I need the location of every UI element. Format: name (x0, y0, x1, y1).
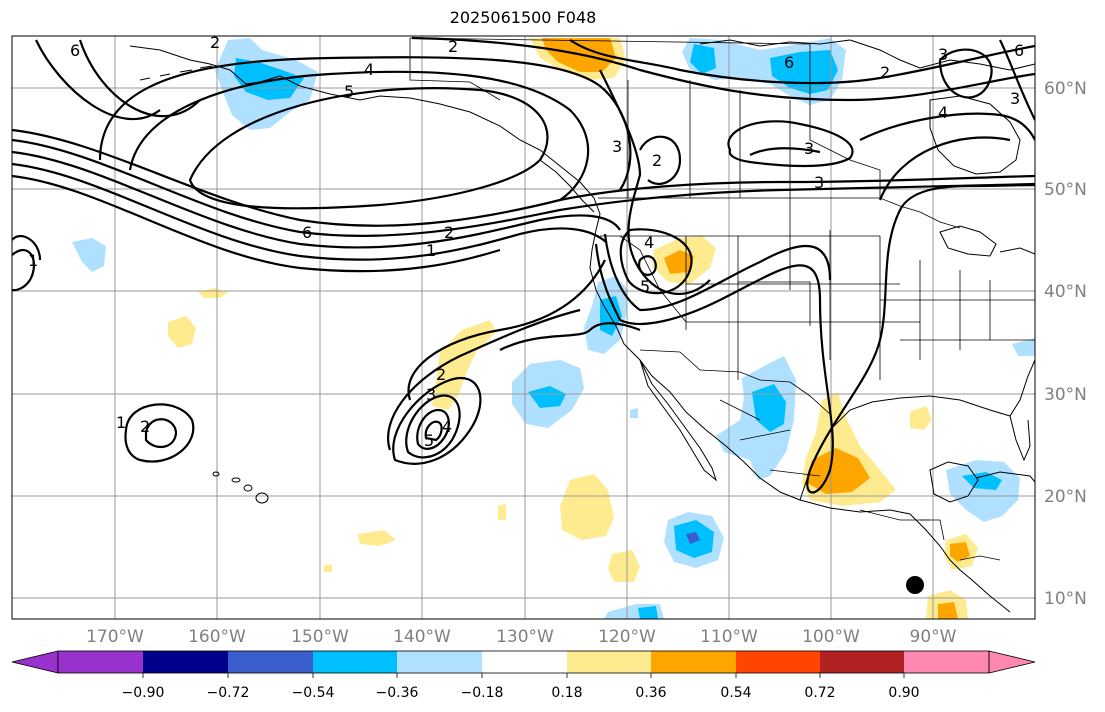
longitude-label: 160°W (188, 627, 246, 647)
contour-label: 6 (302, 223, 312, 242)
positive-anomaly-region (560, 474, 614, 540)
contour-label: 4 (938, 103, 948, 122)
contour-label: 3 (612, 137, 622, 156)
contour-label: 5 (640, 277, 650, 296)
latitude-axis: 60°N 50°N 40°N 30°N 20°N 10°N (1044, 79, 1087, 609)
colorbar-segment (58, 651, 143, 673)
colorbar-segment (228, 651, 313, 673)
contour-label: 6 (784, 53, 794, 72)
contour-label: 5 (424, 431, 434, 450)
contour-label: 1 (116, 413, 126, 432)
colorbar-tick-label: 0.90 (888, 685, 919, 701)
negative-anomaly-region (638, 606, 658, 619)
latitude-label: 40°N (1044, 282, 1087, 302)
latitude-label: 50°N (1044, 180, 1087, 200)
longitude-label: 120°W (598, 627, 656, 647)
contour-label: 3 (1010, 89, 1020, 108)
colorbar-tick-label: −0.54 (292, 685, 335, 701)
map-frame (11, 35, 1036, 620)
colorbar-segment (736, 651, 820, 673)
positive-anomaly-region (938, 602, 958, 619)
contour-label: 3 (804, 139, 814, 158)
colorbar-segment (820, 651, 904, 673)
contour-label: 5 (344, 82, 354, 101)
positive-anomaly-region (664, 250, 694, 274)
colorbar-tick-label: −0.36 (376, 685, 419, 701)
negative-anomaly-region (1012, 338, 1035, 356)
colorbar-segment (313, 651, 397, 673)
colorbar-tick-label: −0.18 (461, 685, 504, 701)
latitude-label: 30°N (1044, 385, 1087, 405)
map-title: 2025061500 F048 (449, 8, 597, 27)
contour-label: 4 (364, 60, 374, 79)
positive-anomaly-region (324, 564, 332, 572)
positive-anomaly-region (432, 320, 496, 410)
longitude-label: 110°W (700, 627, 758, 647)
positive-anomaly-region (358, 530, 396, 546)
colorbar-segment (904, 651, 989, 673)
colorbar-segment (397, 651, 482, 673)
positive-anomaly-region (950, 542, 970, 562)
latitude-label: 10°N (1044, 589, 1087, 609)
colorbar-segment (567, 651, 651, 673)
negative-anomaly-region (686, 532, 700, 544)
contour-labels: 6 2 4 5 2 3 6 6 2 1 1 2 4 5 2 3 4 5 3 3 … (28, 33, 1024, 450)
contour-label: 6 (1014, 41, 1024, 60)
positive-anomaly-region (806, 448, 870, 494)
height-contours (12, 36, 1035, 494)
colorbar-tick-label: 0.54 (720, 685, 751, 701)
contour-label: 1 (426, 241, 436, 260)
longitude-label: 100°W (802, 627, 860, 647)
contour-label: 6 (70, 41, 80, 60)
colorbar-tick-label: −0.90 (122, 685, 165, 701)
colorbar-tick-label: −0.72 (207, 685, 250, 701)
negative-anomaly-region (528, 386, 566, 408)
contour-label: 3 (814, 173, 824, 192)
longitude-label: 130°W (496, 627, 554, 647)
negative-anomaly-region (72, 238, 106, 272)
colorbar-segment-low-extend (11, 650, 59, 674)
contour-label: 2 (880, 63, 890, 82)
longitude-label: 170°W (86, 627, 144, 647)
longitude-label: 90°W (910, 627, 957, 647)
colorbar-segment-high-extend (988, 650, 1036, 674)
contour-label: 2 (210, 33, 220, 52)
colorbar-tick-label: 0.36 (635, 685, 666, 701)
colorbar-segment (143, 651, 228, 673)
contour-label: 4 (644, 233, 654, 252)
negative-anomaly-region (630, 408, 638, 418)
longitude-axis: 170°W 160°W 150°W 140°W 130°W 120°W 110°… (86, 627, 957, 647)
positive-anomaly-region (168, 316, 196, 348)
contour-label: 2 (652, 151, 662, 170)
contour-label: 1 (28, 251, 38, 270)
colorbar-tick-label: 0.18 (551, 685, 582, 701)
contour-label: 2 (436, 365, 446, 384)
contour-label: 2 (444, 223, 454, 242)
colorbar-tick-label: 0.72 (804, 685, 835, 701)
positive-anomaly-region (498, 504, 506, 520)
colorbar-segment (651, 651, 736, 673)
negative-anomaly-region (962, 472, 1002, 490)
negative-anomaly-region (690, 44, 716, 74)
latitude-label: 60°N (1044, 79, 1087, 99)
contour-label: 3 (426, 385, 436, 404)
contour-label: 2 (140, 417, 150, 436)
negative-anomaly-region (752, 384, 786, 432)
contour-label: 4 (442, 417, 452, 436)
negative-anomaly-region (946, 460, 1020, 522)
longitude-label: 140°W (393, 627, 451, 647)
colorbar-segment (482, 651, 567, 673)
location-marker (906, 576, 924, 594)
contour-label: 3 (938, 45, 948, 64)
colorbar: −0.90 −0.72 −0.54 −0.36 −0.18 0.18 0.36 … (11, 650, 1036, 701)
map-plot-area: 6 2 4 5 2 3 6 6 2 1 1 2 4 5 2 3 4 5 3 3 … (12, 33, 1035, 619)
longitude-label: 150°W (291, 627, 349, 647)
latitude-label: 20°N (1044, 487, 1087, 507)
contour-label: 2 (448, 37, 458, 56)
positive-anomaly-region (910, 406, 932, 430)
positive-anomaly-region (608, 550, 640, 582)
